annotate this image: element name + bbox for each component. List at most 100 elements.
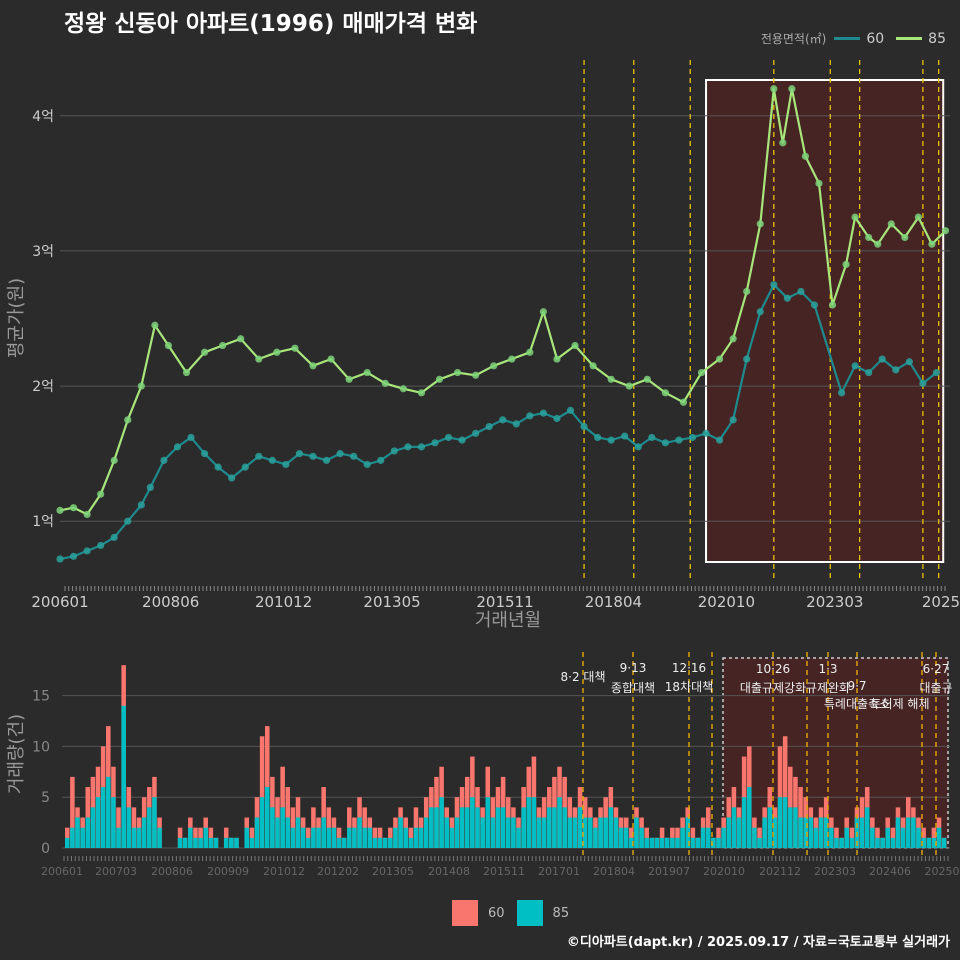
volume-bar-85 [290, 827, 296, 848]
policy-annotation-label: 대출규제강화 [740, 681, 806, 695]
data-point-85 [571, 341, 579, 350]
data-point-60 [160, 456, 168, 464]
volume-bar-85 [875, 837, 880, 848]
volume-bar-85 [911, 817, 916, 848]
highlight-box [705, 79, 945, 563]
data-point-60 [865, 368, 873, 377]
volume-bar-85 [818, 817, 824, 848]
y-tick-label: 2억 [32, 379, 54, 395]
volume-bar-85 [849, 837, 855, 848]
volume-bar-85 [670, 837, 675, 848]
data-point-60 [417, 443, 426, 451]
volume-bar-85 [547, 807, 552, 848]
policy-annotation-date: 12·16 [672, 661, 706, 675]
legend-bar-label-85: 85 [552, 905, 570, 921]
volume-bar-85 [926, 837, 932, 848]
volume-bar-85 [834, 837, 839, 848]
volume-bar-85 [70, 827, 75, 848]
y-tick-label: 1억 [32, 514, 54, 530]
data-point-85 [97, 490, 105, 498]
volume-bar-85 [531, 797, 537, 848]
volume-x-tick-label: 201012 [263, 865, 305, 878]
volume-bar-85 [336, 837, 342, 848]
data-point-60 [444, 433, 453, 442]
volume-bar-85 [131, 827, 137, 848]
data-point-85 [874, 240, 882, 248]
data-point-85 [715, 355, 724, 363]
data-point-85 [490, 362, 498, 370]
data-point-60 [295, 450, 304, 458]
volume-bar-85 [372, 837, 378, 848]
volume-bar-85 [444, 817, 449, 848]
volume-bar-60 [70, 776, 75, 848]
data-point-85 [553, 355, 561, 363]
volume-x-tick-label: 20250 [925, 865, 960, 878]
data-point-85 [110, 456, 118, 464]
volume-bar-85 [829, 827, 834, 848]
volume-bar-85 [229, 837, 234, 848]
volume-bar-85 [136, 827, 142, 848]
volume-bar-85 [234, 837, 239, 848]
volume-x-tick-label: 200909 [207, 865, 249, 878]
data-point-85 [453, 368, 462, 377]
volume-bar-85 [275, 817, 280, 848]
data-point-85 [69, 504, 78, 512]
volume-bar-85 [705, 827, 711, 848]
data-point-85 [219, 341, 227, 350]
volume-bar-85 [680, 827, 685, 848]
data-point-60 [770, 281, 778, 289]
data-point-85 [914, 213, 922, 221]
volume-bar-85 [516, 827, 521, 848]
volume-bar-85 [823, 817, 829, 848]
data-point-85 [779, 139, 787, 147]
volume-bar-85 [429, 807, 434, 848]
volume-bar-85 [598, 817, 603, 848]
data-point-85 [788, 85, 796, 93]
volume-x-tick-label: 202010 [703, 865, 745, 878]
volume-bar-85 [459, 807, 465, 848]
data-point-60 [743, 355, 751, 363]
volume-bar-85 [859, 817, 865, 848]
volume-bar-85 [541, 817, 547, 848]
data-point-85 [526, 348, 534, 356]
volume-bar-85 [629, 837, 634, 848]
data-point-60 [350, 452, 358, 460]
x-tick-label: 201012 [255, 593, 312, 611]
volume-bar-85 [188, 827, 193, 848]
data-point-60 [566, 406, 575, 414]
volume-bar-85 [782, 797, 788, 848]
data-point-60 [377, 456, 385, 464]
volume-bar-85 [890, 837, 896, 848]
policy-annotation-label: 특례대출축소 [824, 697, 890, 711]
volume-bar-85 [864, 807, 870, 848]
data-point-60 [255, 452, 263, 460]
data-point-85 [137, 382, 145, 390]
volume-bar-85 [931, 837, 937, 848]
data-point-60 [499, 416, 507, 424]
volume-bar-85 [475, 807, 480, 848]
x-tick-label: 200806 [142, 593, 199, 611]
data-point-85 [679, 398, 688, 406]
data-point-60 [607, 436, 615, 444]
volume-bar-85 [567, 817, 573, 848]
data-point-85 [539, 308, 548, 316]
policy-annotation-label: 토허제 해제 [870, 697, 929, 711]
data-point-60 [905, 358, 913, 366]
data-point-60 [675, 436, 683, 444]
volume-bar-85 [331, 827, 337, 848]
volume-bar-85 [664, 837, 670, 848]
data-point-60 [472, 429, 480, 437]
volume-bar-85 [900, 827, 906, 848]
volume-bar-85 [644, 837, 649, 848]
volume-bar-85 [90, 807, 96, 848]
volume-bar-85 [752, 827, 757, 848]
volume-bar-85 [223, 837, 229, 848]
volume-y-tick-label: 15 [32, 689, 50, 705]
data-point-85 [887, 220, 895, 228]
data-point-60 [932, 368, 941, 377]
line-legend: 전용면적(㎡) 60 85 [761, 30, 952, 47]
data-point-60 [648, 433, 656, 442]
data-point-85 [151, 321, 159, 329]
data-point-60 [878, 355, 886, 363]
data-point-60 [390, 447, 398, 455]
